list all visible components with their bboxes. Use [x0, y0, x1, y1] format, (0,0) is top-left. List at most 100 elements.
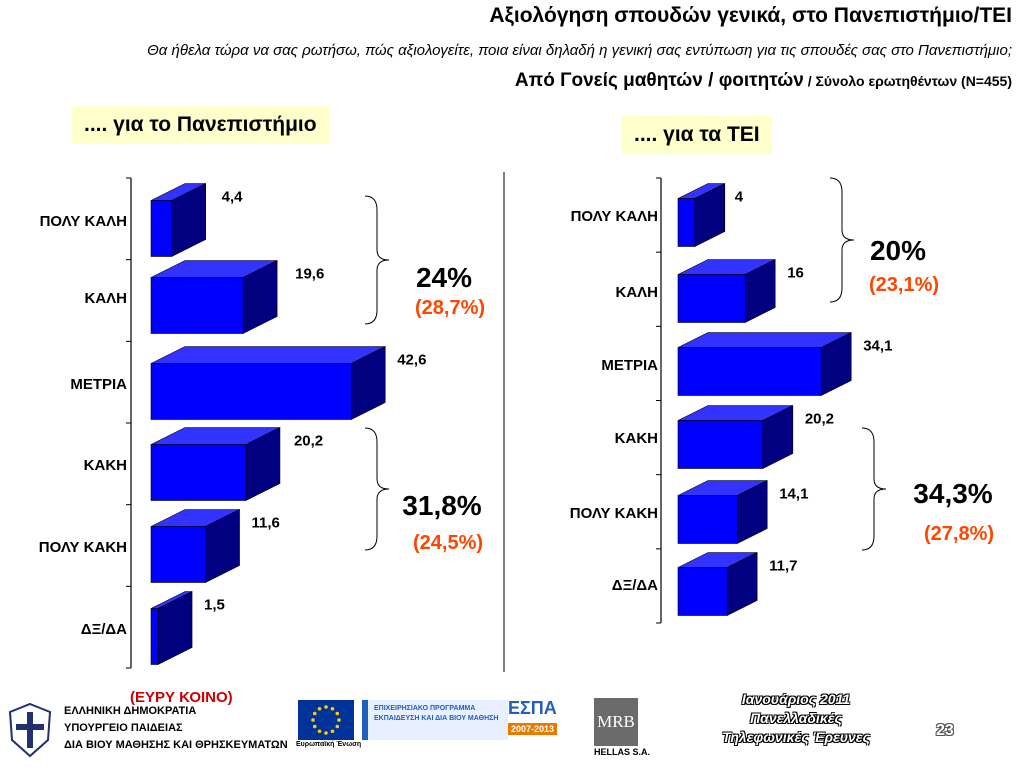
bar-value-label: 4 — [735, 189, 744, 206]
ministry-line-3: ΔΙΑ ΒΙΟΥ ΜΑΘΗΣΗΣ ΚΑΙ ΘΡΗΣΚΕΥΜΑΤΩΝ — [64, 739, 288, 751]
positive-total: 24% — [416, 262, 472, 293]
eu-star-icon — [330, 729, 335, 734]
espa-label: ΕΣΠΑ — [508, 698, 557, 718]
category-label: ΚΑΛΗ — [84, 290, 127, 307]
bar — [677, 259, 776, 323]
negative-brace — [364, 427, 390, 551]
espa-logo: ΕΣΠΑ 2007-2013 — [508, 698, 570, 738]
category-label: ΚΑΚΗ — [615, 430, 658, 447]
eu-star-icon — [312, 724, 317, 729]
subtitle-main: Από Γονείς μαθητών / φοιτητών — [514, 70, 804, 91]
bar — [677, 552, 758, 616]
negative-brace — [861, 427, 887, 551]
positive-total: 20% — [870, 235, 926, 266]
mrb-logo: MRB — [594, 698, 638, 746]
positive-brace — [364, 195, 390, 325]
question-text: Θα ήθελα τώρα να σας ρωτήσω, πώς αξιολογ… — [147, 42, 1012, 59]
bar-value-label: 4,4 — [222, 189, 244, 206]
bar-front-face — [677, 420, 764, 469]
category-label: ΠΟΛΥ ΚΑΚΗ — [570, 505, 658, 522]
bar — [677, 480, 768, 544]
bar-front-face — [677, 495, 738, 544]
bar-front-face — [677, 274, 746, 323]
bar-value-label: 14,1 — [779, 486, 808, 503]
sample-note: (ΕΥΡΥ ΚΟΙΝΟ) — [130, 689, 233, 706]
bar-front-face — [677, 347, 822, 396]
survey-info: Ιανουάριος 2011 Πανελλαδικές Τηλεφωνικές… — [706, 690, 886, 747]
positive-total-comparison: (28,7%) — [415, 297, 485, 319]
tei-panel-label: .... για τα ΤΕΙ — [622, 116, 772, 154]
eu-star-icon — [311, 718, 315, 722]
bar-top-face — [150, 346, 386, 364]
bar — [677, 405, 794, 469]
category-label: ΠΟΛΥ ΚΑΛΗ — [40, 213, 127, 230]
bar — [150, 183, 206, 257]
mrb-caption: HELLAS S.A. — [594, 747, 651, 757]
mrb-logo-text: MRB — [597, 712, 635, 731]
programme-caption: ΕΠΙΧΕΙΡΗΣΙΑΚΟ ΠΡΟΓΡΑΜΜΑ ΕΚΠΑΙΔΕΥΣΗ ΚΑΙ Δ… — [374, 705, 499, 722]
eu-star-icon — [317, 729, 322, 734]
negative-total: 34,3% — [913, 478, 992, 509]
ministry-block: ΕΛΛΗΝΙΚΗ ΔΗΜΟΚΡΑΤΙΑ ΥΠΟΥΡΓΕΙΟ ΠΑΙΔΕΙΑΣ Δ… — [64, 703, 288, 754]
bar-value-label: 42,6 — [397, 352, 426, 369]
eu-flag-icon — [298, 700, 354, 740]
eu-star-icon — [317, 706, 322, 711]
university-panel-label: .... για το Πανεπιστήμιο — [72, 106, 329, 144]
positive-brace — [829, 177, 855, 303]
bar-value-label: 20,2 — [805, 411, 834, 428]
bar-front-face — [150, 608, 159, 665]
eu-star-icon — [330, 706, 335, 711]
page-subtitle: Από Γονείς μαθητών / φοιτητών / Σύνολο ε… — [515, 70, 1012, 92]
bar — [150, 427, 281, 501]
eu-star-icon — [312, 711, 317, 716]
bar — [150, 346, 386, 420]
negative-total: 31,8% — [402, 490, 481, 521]
page-number: 23 — [936, 722, 954, 739]
bar-value-label: 1,5 — [204, 597, 225, 614]
bar-front-face — [150, 526, 206, 583]
bar-front-face — [150, 200, 172, 257]
survey-method: Τηλεφωνικές Έρευνες — [722, 729, 870, 745]
bar — [150, 509, 240, 583]
category-label: ΚΑΚΗ — [84, 457, 127, 474]
bar-value-label: 19,6 — [295, 266, 324, 283]
bar-front-face — [677, 567, 728, 616]
eu-star-icon — [335, 711, 340, 716]
category-label: ΠΟΛΥ ΚΑΛΗ — [571, 208, 658, 225]
bar — [150, 260, 278, 334]
category-label: ΜΕΤΡΙΑ — [601, 357, 658, 374]
bar-value-label: 11,6 — [252, 515, 280, 532]
positive-total-comparison: (23,1%) — [869, 274, 939, 296]
eu-star-icon — [337, 718, 341, 722]
bar-front-face — [150, 444, 247, 501]
bar — [150, 591, 193, 665]
category-label: ΜΕΤΡΙΑ — [70, 376, 127, 393]
programme-logo: ΕΠΙΧΕΙΡΗΣΙΑΚΟ ΠΡΟΓΡΑΜΜΑ ΕΚΠΑΙΔΕΥΣΗ ΚΑΙ Δ… — [362, 700, 508, 740]
bar-value-label: 34,1 — [863, 338, 892, 355]
bar-value-label: 16 — [787, 265, 804, 282]
ministry-line-2: ΥΠΟΥΡΓΕΙΟ ΠΑΙΔΕΙΑΣ — [64, 722, 183, 734]
page-title: Αξιολόγηση σπουδών γενικά, στο Πανεπιστή… — [489, 4, 1012, 27]
bar — [677, 183, 726, 247]
category-label: ΔΞ/ΔΑ — [612, 577, 658, 594]
eu-star-icon — [324, 705, 328, 709]
eu-star-icon — [335, 724, 340, 729]
greek-coat-of-arms-icon — [8, 702, 52, 758]
category-label: ΔΞ/ΔΑ — [81, 621, 127, 638]
eu-star-icon — [324, 731, 328, 735]
eu-caption: Ευρωπαϊκή Ένωση — [296, 741, 362, 748]
negative-total-comparison: (24,5%) — [413, 532, 483, 554]
espa-years: 2007-2013 — [508, 723, 558, 735]
survey-date: Ιανουάριος 2011 — [741, 691, 851, 707]
bar-front-face — [150, 277, 244, 334]
negative-total-comparison: (27,8%) — [924, 523, 994, 545]
bar-value-label: 11,7 — [769, 558, 797, 575]
bar-front-face — [677, 198, 696, 247]
category-label: ΚΑΛΗ — [615, 284, 658, 301]
bar-front-face — [150, 363, 352, 420]
subtitle-sample: / Σύνολο ερωτηθέντων (Ν=455) — [803, 73, 1012, 89]
bar-value-label: 20,2 — [294, 433, 323, 450]
category-label: ΠΟΛΥ ΚΑΚΗ — [39, 539, 127, 556]
survey-scope: Πανελλαδικές — [750, 710, 842, 726]
